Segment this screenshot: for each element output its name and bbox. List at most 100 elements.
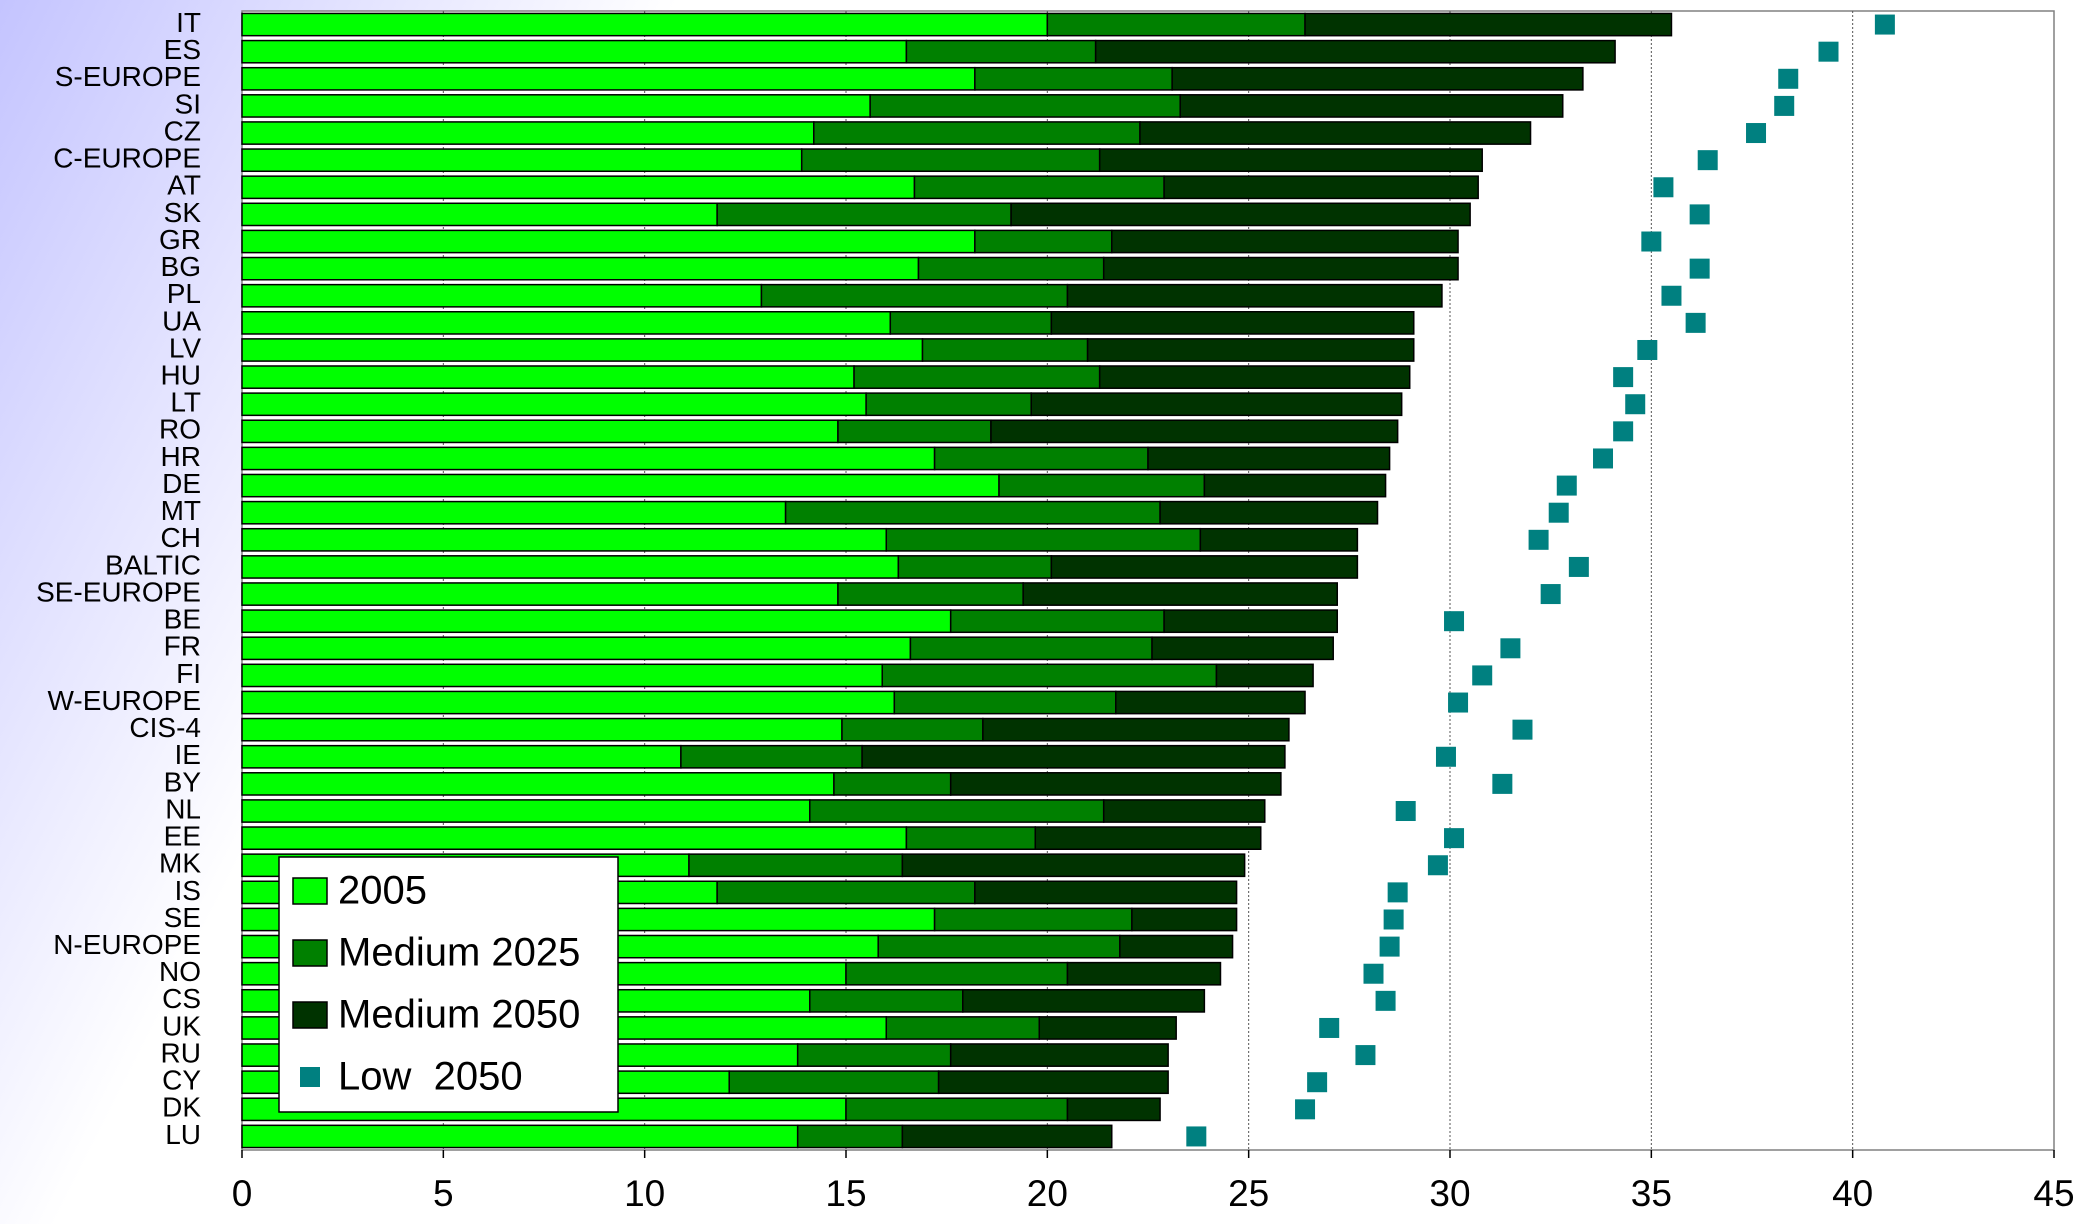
bar-segment: [1050, 311, 1415, 335]
bar-segment: [1199, 527, 1359, 552]
bar-segment: [1119, 934, 1234, 959]
bar-segment: [241, 392, 867, 417]
bar-segment: [1131, 907, 1238, 932]
y-tick-label: CIS-4: [129, 712, 201, 743]
bar-segment: [241, 717, 843, 742]
bar-segment: [1151, 636, 1334, 661]
bar-segment: [241, 826, 908, 850]
bar-segment: [1050, 555, 1359, 579]
bar-segment: [837, 582, 1024, 606]
bar-segment: [1038, 1016, 1177, 1040]
y-tick-label: CZ: [164, 115, 201, 146]
bar-segment: [241, 175, 916, 200]
low-marker: [1874, 14, 1895, 35]
y-tick-label: DE: [162, 468, 201, 499]
low-marker: [1661, 285, 1682, 306]
bar-segment: [241, 229, 976, 254]
bar-segment: [728, 1070, 940, 1095]
bar-segment: [1010, 202, 1471, 227]
bar-segment: [949, 609, 1165, 634]
bar-segment: [241, 636, 912, 661]
bar-segment: [241, 473, 1000, 498]
low-marker: [1383, 909, 1404, 930]
y-tick-label: EE: [164, 821, 201, 852]
low-marker: [1613, 367, 1634, 388]
bar-segment: [1098, 148, 1483, 173]
y-tick-label: ES: [164, 34, 201, 65]
bar-segment: [917, 256, 1105, 281]
bar-segment: [990, 419, 1399, 444]
bar-segment: [1030, 392, 1403, 417]
legend-swatch: [292, 939, 328, 967]
low-marker: [1379, 936, 1400, 957]
bar-segment: [974, 229, 1113, 254]
low-marker: [1500, 638, 1521, 659]
bar-segment: [893, 690, 1117, 715]
y-tick-label: IS: [175, 875, 201, 906]
low-marker: [1472, 665, 1493, 686]
y-tick-label: RU: [161, 1037, 201, 1068]
x-tick-label: 40: [1832, 1173, 1873, 1214]
y-tick-label: HR: [161, 441, 201, 472]
y-tick-label: CY: [162, 1065, 201, 1096]
bar-segment: [809, 988, 964, 1013]
low-marker: [1653, 177, 1674, 198]
legend-label: 2005: [338, 869, 427, 913]
y-tick-label: W-EUROPE: [48, 685, 202, 716]
y-tick-label: LV: [169, 332, 201, 363]
bar-segment: [241, 419, 839, 444]
bar-segment: [1111, 229, 1459, 254]
low-marker: [1556, 475, 1577, 496]
bar-segment: [1215, 663, 1314, 688]
bar-segment: [760, 283, 1069, 308]
bar-segment: [241, 609, 952, 634]
bar-segment: [905, 826, 1037, 850]
y-tick-label: BG: [161, 251, 201, 282]
bar-segment: [241, 338, 924, 362]
bar-segment: [949, 772, 1282, 796]
bar-segment: [1147, 446, 1391, 471]
y-tick-label: GR: [159, 224, 201, 255]
bar-segment: [241, 283, 763, 308]
low-marker: [1625, 394, 1646, 415]
bar-segment: [841, 717, 984, 742]
bar-segment: [241, 256, 920, 281]
y-tick-label: N-EUROPE: [53, 929, 201, 960]
y-tick-label: MT: [161, 495, 201, 526]
y-tick-label: RO: [159, 414, 201, 445]
low-marker: [1355, 1045, 1376, 1066]
y-tick-label: SK: [164, 197, 202, 228]
bar-segment: [241, 446, 936, 471]
y-tick-label: FI: [176, 658, 201, 689]
bar-segment: [1034, 826, 1262, 850]
bar-segment: [241, 148, 803, 173]
low-marker: [1540, 584, 1561, 605]
bar-segment: [1046, 12, 1306, 37]
low-marker: [1444, 828, 1465, 849]
low-marker: [1492, 773, 1513, 794]
low-marker: [1613, 421, 1634, 442]
bar-segment: [241, 744, 682, 769]
bar-segment: [241, 663, 883, 688]
y-tick-label: LU: [165, 1119, 201, 1150]
bar-segment: [885, 1016, 1041, 1040]
bar-segment: [796, 1043, 952, 1067]
low-marker: [1548, 502, 1569, 523]
low-marker: [1186, 1126, 1207, 1147]
bar-segment: [933, 907, 1133, 932]
bar-segment: [241, 66, 976, 91]
y-tick-label: SI: [175, 88, 201, 119]
low-marker: [1387, 882, 1408, 903]
x-tick-label: 25: [1228, 1173, 1269, 1214]
low-marker: [1427, 855, 1448, 876]
bar-segment: [853, 365, 1101, 389]
bar-segment: [833, 772, 952, 796]
bar-segment: [1139, 121, 1532, 145]
bar-segment: [1066, 1097, 1161, 1122]
legend-swatch: [300, 1067, 320, 1087]
bar-segment: [974, 880, 1238, 905]
bar-segment: [1163, 609, 1339, 634]
bar-segment: [921, 338, 1089, 362]
bar-segment: [813, 121, 1141, 145]
y-tick-label: MK: [159, 848, 201, 879]
